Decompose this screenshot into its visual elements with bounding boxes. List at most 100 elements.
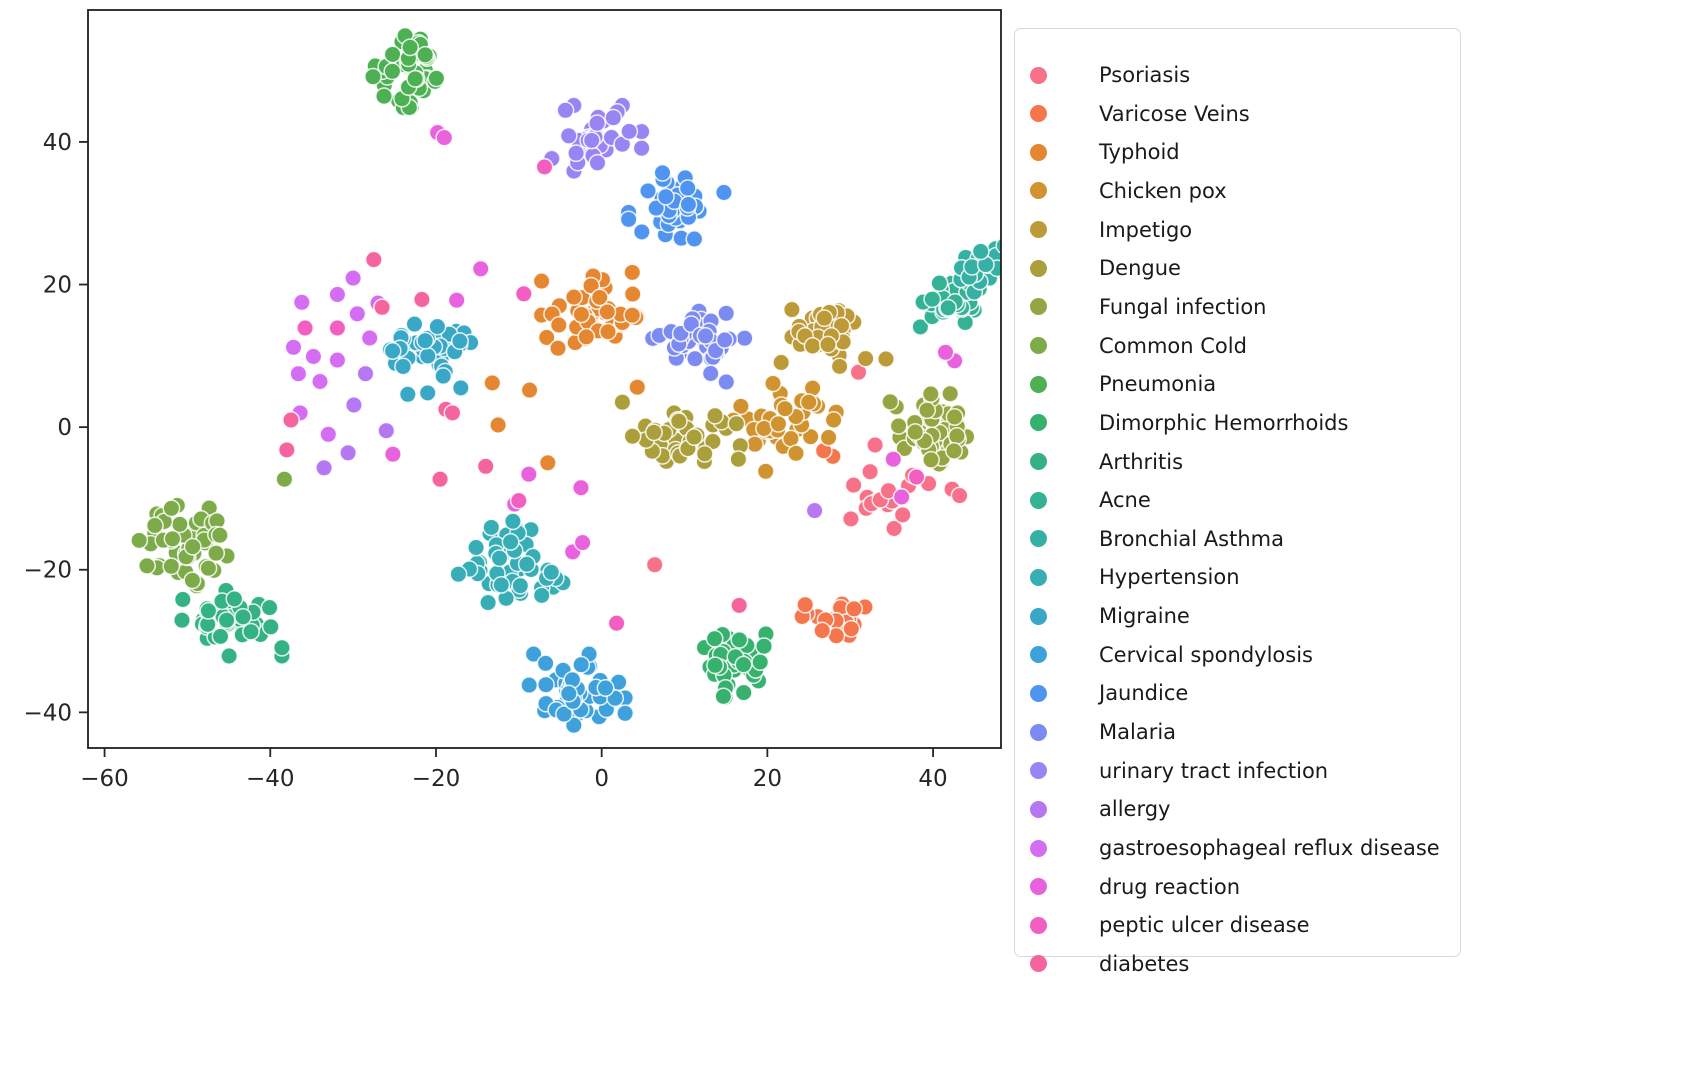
legend-marker-icon <box>1030 414 1047 432</box>
legend-marker-icon <box>1030 298 1047 316</box>
legend-item-peptic-ulcer-disease: peptic ulcer disease <box>1015 906 1460 944</box>
series-urinary-tract-infection <box>542 96 651 181</box>
legend-marker-icon <box>1030 105 1047 123</box>
legend-marker-icon <box>1030 530 1047 548</box>
legend-label: Psoriasis <box>1099 63 1191 87</box>
legend-item-typhoid: Typhoid <box>1015 133 1460 171</box>
legend-label: Hypertension <box>1099 565 1240 590</box>
legend-item-chicken-pox: Chicken pox <box>1015 172 1460 210</box>
legend-marker-icon <box>1030 762 1047 780</box>
legend-item-migraine: Migraine <box>1015 597 1460 635</box>
legend-label: Arthritis <box>1099 449 1184 474</box>
legend-marker-icon <box>1030 66 1047 84</box>
legend-item-dimorphic-hemorrhoids: Dimorphic Hemorrhoids <box>1015 404 1460 442</box>
series-arthritis <box>173 581 291 665</box>
x-tick-label: −20 <box>412 766 461 792</box>
legend-label: Typhoid <box>1099 140 1180 165</box>
x-tick-label: −40 <box>246 766 295 792</box>
legend-label: peptic ulcer disease <box>1099 913 1310 938</box>
legend-item-malaria: Malaria <box>1015 713 1460 751</box>
legend-marker-icon <box>1030 800 1047 818</box>
legend-marker-icon <box>1030 337 1047 355</box>
axis-tick-labels: −60 −40 −20 0 20 40 40 20 0 −20 −40 <box>23 130 947 792</box>
legend-marker-icon <box>1030 916 1047 934</box>
legend-item-urinary-tract-infection: urinary tract infection <box>1015 752 1460 790</box>
legend-label: drug reaction <box>1099 874 1241 899</box>
series-drug-reaction <box>383 123 964 561</box>
legend-label: Dimorphic Hemorrhoids <box>1099 410 1349 435</box>
legend-label: Jaundice <box>1099 681 1189 706</box>
legend-marker-icon <box>1030 955 1047 973</box>
legend-marker-icon <box>1030 646 1047 664</box>
legend-item-allergy: allergy <box>1015 790 1460 828</box>
legend-item-drug-reaction: drug reaction <box>1015 868 1460 906</box>
legend-marker-icon <box>1030 491 1047 509</box>
legend-item-bronchial-asthma: Bronchial Asthma <box>1015 520 1460 558</box>
legend-item-fungal-infection: Fungal infection <box>1015 288 1460 326</box>
x-tick-label: 40 <box>918 766 947 792</box>
legend-marker-icon <box>1030 878 1047 896</box>
legend-marker-icon <box>1030 607 1047 625</box>
series-cervical-spondylosis <box>520 645 635 735</box>
legend-marker-icon <box>1030 182 1047 200</box>
legend-label: Chicken pox <box>1099 178 1227 203</box>
legend-marker-icon <box>1030 684 1047 702</box>
legend-label: Pneumonia <box>1099 372 1217 397</box>
legend-marker-icon <box>1030 453 1047 470</box>
axis-ticks <box>79 141 934 757</box>
legend-label: Common Cold <box>1099 333 1247 358</box>
series-pneumonia <box>364 26 446 117</box>
series-allergy <box>315 364 824 520</box>
legend-marker-icon <box>1030 375 1047 393</box>
data-points <box>130 26 1001 735</box>
legend-item-psoriasis: Psoriasis <box>1015 56 1460 94</box>
legend-marker-icon <box>1030 723 1047 741</box>
legend-marker-icon <box>1030 143 1047 161</box>
series-diabetes <box>277 250 749 615</box>
legend-label: diabetes <box>1099 951 1190 976</box>
legend-label: Varicose Veins <box>1099 101 1250 126</box>
legend-label: Cervical spondylosis <box>1099 642 1313 667</box>
series-bronchial-asthma <box>951 237 1001 301</box>
series-migraine <box>381 315 480 404</box>
series-malaria <box>643 302 754 391</box>
legend-item-impetigo: Impetigo <box>1015 211 1460 249</box>
y-tick-label: 20 <box>43 273 72 299</box>
series-acne <box>911 273 989 336</box>
plot-border <box>87 9 1002 749</box>
series-impetigo <box>772 300 895 376</box>
series-common-cold <box>130 470 294 595</box>
legend-label: urinary tract infection <box>1099 758 1329 783</box>
legend-item-acne: Acne <box>1015 481 1460 519</box>
legend-label: Fungal infection <box>1099 294 1267 319</box>
series-jaundice <box>619 163 733 248</box>
series-typhoid <box>483 263 647 472</box>
y-tick-label: 40 <box>43 130 72 156</box>
legend-marker-icon <box>1030 568 1047 586</box>
legend-item-pneumonia: Pneumonia <box>1015 365 1460 403</box>
x-tick-label: −60 <box>80 766 129 792</box>
y-tick-label: −40 <box>23 700 72 726</box>
legend-label: Impetigo <box>1099 217 1193 242</box>
legend-label: allergy <box>1099 797 1171 822</box>
x-tick-label: 20 <box>753 766 782 792</box>
legend-marker-icon <box>1030 221 1047 239</box>
series-varicose-veins <box>793 441 874 645</box>
series-gastroesophageal-reflux-disease <box>284 269 387 444</box>
y-tick-label: 0 <box>57 415 72 441</box>
series-hypertension <box>449 512 572 612</box>
legend-label: Migraine <box>1099 604 1190 629</box>
legend-item-gastroesophageal-reflux-disease: gastroesophageal reflux disease <box>1015 829 1460 867</box>
legend-item-hypertension: Hypertension <box>1015 558 1460 596</box>
series-fungal-infection <box>881 384 976 473</box>
legend-marker-icon <box>1030 259 1047 277</box>
legend-item-jaundice: Jaundice <box>1015 674 1460 712</box>
legend-item-common-cold: Common Cold <box>1015 327 1460 365</box>
legend-item-dengue: Dengue <box>1015 249 1460 287</box>
series-dengue <box>613 393 750 471</box>
series-peptic-ulcer-disease <box>296 157 926 633</box>
legend-label: gastroesophageal reflux disease <box>1099 836 1440 860</box>
legend: Psoriasis Varicose Veins Typhoid Chicken po… <box>1014 28 1461 976</box>
